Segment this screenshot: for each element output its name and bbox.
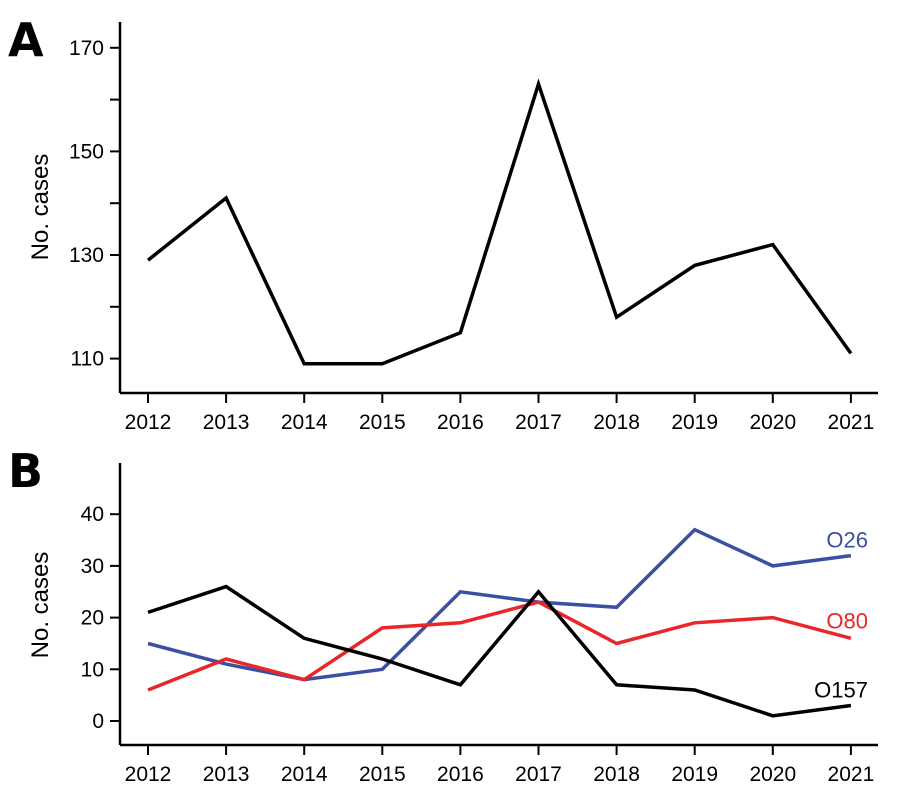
panel-a-x-tick-label: 2018 (593, 411, 640, 434)
panel-b-x-tick-label: 2016 (437, 763, 484, 786)
panel-b-series-label-o157: O157 (814, 677, 868, 702)
panel-b-x-tick-label: 2018 (593, 763, 640, 786)
panel-b-series-line-o157 (147, 584, 852, 718)
panel-b-y-tick-label: 10 (81, 658, 104, 681)
panel-a-y-tick-label: 170 (69, 37, 104, 60)
panel-b-y-tick-label: 40 (81, 503, 104, 526)
panel-a-x-tick-label: 2021 (828, 411, 875, 434)
panel-b-x-tick-label: 2015 (359, 763, 406, 786)
panel-b: B No. cases 0 10 20 30 40 2012 2013 2014 2015 201… (8, 444, 878, 786)
panel-b-series-label-o80: O80 (826, 608, 868, 633)
panel-a: A No. cases 110 130 150 170 2012 2013 2014 2015… (8, 13, 878, 434)
panel-a-x-tick-label: 2019 (671, 411, 718, 434)
panel-a-x-tick-label: 2014 (281, 411, 328, 434)
panel-b-y-tick-label: 0 (92, 710, 104, 733)
panel-b-series-label-o26: O26 (826, 528, 868, 553)
panel-b-series-line-o26 (147, 527, 852, 682)
panel-a-x-tick-label: 2015 (359, 411, 406, 434)
panel-b-x-tick-label: 2013 (203, 763, 250, 786)
panel-b-x-tick-label: 2012 (125, 763, 172, 786)
panel-a-x-tick-label: 2020 (749, 411, 796, 434)
panel-a-x-tick-label: 2012 (125, 411, 172, 434)
panel-b-y-tick-label: 20 (81, 607, 104, 630)
panel-b-y-tick-label: 30 (81, 555, 104, 578)
panel-b-series-line-o80 (147, 600, 852, 692)
panel-b-letter: B (8, 444, 43, 498)
panel-a-x-tick-label: 2017 (515, 411, 562, 434)
panel-a-y-axis-title: No. cases (27, 154, 54, 261)
panel-a-series-line-cases (146, 78, 853, 366)
panel-a-x-tick-label: 2016 (437, 411, 484, 434)
panel-a-y-tick-label: 110 (71, 348, 104, 371)
panel-b-x-tick-label: 2017 (515, 763, 562, 786)
panel-a-letter: A (8, 13, 44, 67)
panel-a-y-tick-label: 130 (69, 244, 104, 267)
panel-b-y-axis-title: No. cases (27, 552, 54, 659)
panel-a-y-tick-label: 150 (69, 140, 104, 163)
panel-b-x-tick-label: 2020 (749, 763, 796, 786)
panel-a-x-tick-label: 2013 (203, 411, 250, 434)
panel-b-x-tick-label: 2019 (671, 763, 718, 786)
panel-b-x-tick-label: 2021 (828, 763, 875, 786)
panel-b-x-tick-label: 2014 (281, 763, 328, 786)
